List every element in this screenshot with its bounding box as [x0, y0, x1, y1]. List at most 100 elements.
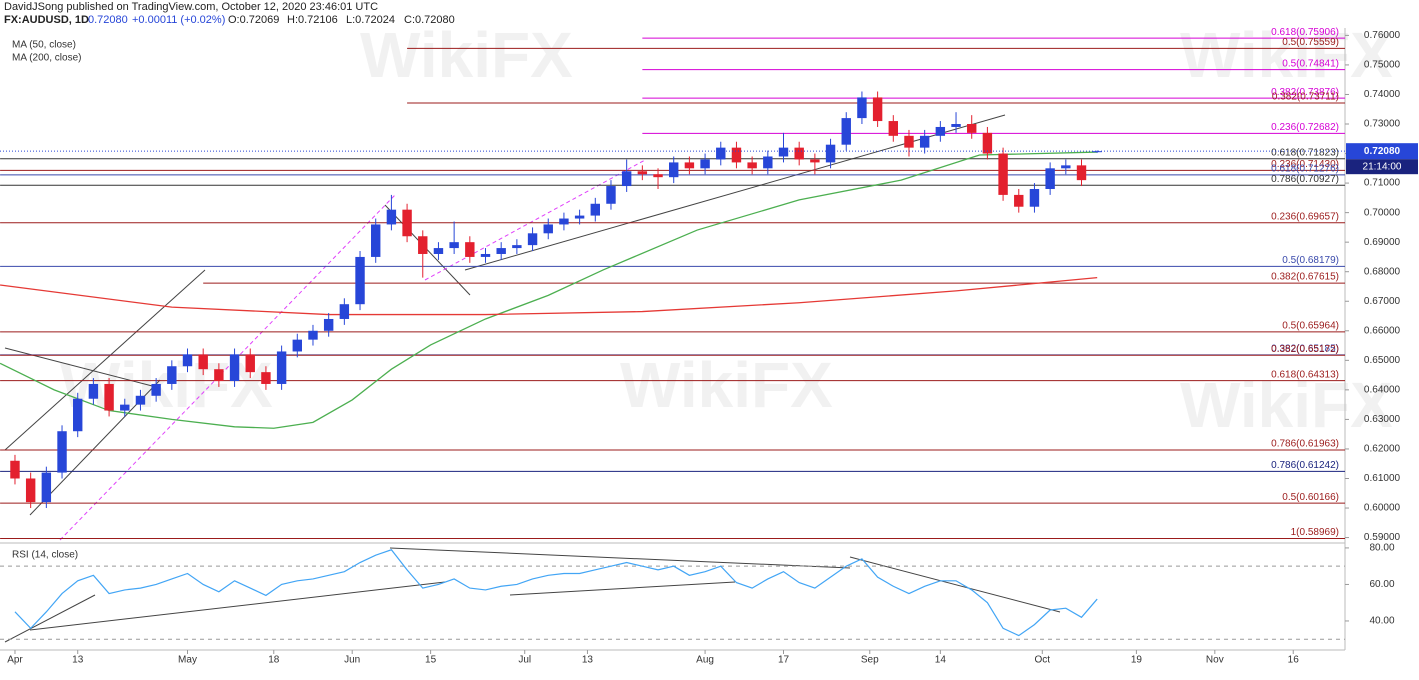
candle-body [778, 147, 789, 157]
candle-body [402, 209, 412, 237]
legend-entry: MA (200, close) [12, 53, 81, 64]
candle-body [104, 383, 114, 411]
candle-body [841, 118, 851, 145]
x-tick-label: 14 [935, 655, 947, 666]
candle-body [386, 209, 397, 225]
candle-body [25, 478, 36, 503]
pitch-lines [59, 159, 646, 541]
candle-body [606, 186, 616, 204]
x-tick-label: 13 [582, 655, 594, 666]
level-label: 0.382(0.73876) [1271, 87, 1339, 98]
y-tick-label: 0.69000 [1364, 237, 1401, 248]
level-label: 0.382(0.65185) [1271, 344, 1339, 355]
candle-body [1014, 194, 1024, 207]
level-label: 0.5(0.74841) [1282, 58, 1339, 69]
price-tag [1346, 143, 1418, 160]
rsi-tick-label: 80.00 [1369, 543, 1394, 554]
rsi-tick-label: 60.00 [1369, 579, 1394, 590]
trend-line [384, 204, 471, 296]
candle-body [590, 203, 600, 216]
x-tick-label: Jun [344, 655, 360, 666]
ma-line [0, 276, 1098, 316]
watermark: WikiFX [360, 19, 573, 91]
x-tick-label: Sep [861, 655, 879, 666]
level-label: 0.236(0.69657) [1271, 211, 1339, 222]
x-tick-label: 18 [268, 655, 280, 666]
y-tick-label: 0.65000 [1364, 355, 1401, 366]
y-tick-label: 0.68000 [1364, 266, 1401, 277]
candle-body [716, 147, 726, 160]
change: +0.00011 (+0.02%) [132, 14, 225, 26]
x-tick-label: 15 [425, 655, 437, 666]
y-tick-label: 0.66000 [1364, 325, 1401, 336]
x-tick-label: Aug [696, 655, 714, 666]
candle-body [700, 159, 710, 169]
candle-body [857, 97, 867, 119]
candle-body [167, 366, 177, 384]
watermark: WikiFX [620, 349, 833, 421]
candle-body [73, 398, 83, 432]
x-tick-label: 19 [1131, 655, 1143, 666]
level-label: 0.236(0.72682) [1271, 122, 1339, 133]
watermark: WikiFX [1180, 19, 1393, 91]
candle-body [621, 171, 632, 187]
candle-body [371, 224, 381, 257]
y-tick-label: 0.71000 [1364, 178, 1401, 189]
ma-line [0, 151, 1098, 429]
level-label: 0.786(0.61963) [1271, 439, 1339, 450]
ohlc: C:0.72080 [404, 14, 455, 26]
candle-body [559, 218, 569, 225]
rsi-tick-label: 40.00 [1369, 616, 1394, 627]
trend-line [464, 114, 1006, 271]
price-tag-label: 0.72080 [1364, 146, 1401, 157]
candle-body [1029, 188, 1040, 207]
countdown-tag [1346, 159, 1418, 175]
y-tick-label: 0.61000 [1364, 473, 1401, 484]
candle-body [888, 121, 898, 136]
level-label: 0.382(0.73711) [1272, 92, 1339, 103]
price: 0.72080 [88, 14, 128, 26]
y-tick-label: 0.63000 [1364, 414, 1401, 425]
candle-body [465, 242, 475, 257]
y-tick-label: 0.76000 [1364, 30, 1401, 41]
candle-body [998, 153, 1008, 195]
candle-body [669, 162, 679, 178]
x-tick-label: 17 [778, 655, 790, 666]
trend-line [4, 269, 206, 451]
candle-body [919, 135, 930, 148]
y-tick-label: 0.59000 [1364, 532, 1401, 543]
y-tick-label: 0.64000 [1364, 385, 1401, 396]
candle-body [731, 147, 742, 163]
level-label: 0.618(0.64313) [1271, 369, 1339, 380]
y-tick-label: 0.74000 [1364, 89, 1401, 100]
candle-body [653, 174, 663, 178]
x-tick-label: Oct [1035, 655, 1051, 666]
level-label: 0.618(0.75906) [1271, 27, 1339, 38]
candle-body [763, 156, 773, 169]
candle-body [41, 472, 52, 503]
candle-body [1045, 168, 1055, 189]
trend-line [4, 594, 96, 643]
candle-body [794, 147, 804, 160]
ohlc: H:0.72106 [287, 14, 338, 26]
candle-body [543, 224, 553, 234]
candle-body [418, 236, 428, 254]
level-label: 0.786(0.61242) [1271, 460, 1339, 471]
candle-body [480, 253, 491, 257]
x-tick-label: Apr [7, 655, 23, 666]
level-label: 0.5(0.60166) [1282, 492, 1339, 503]
candle-body [810, 159, 820, 163]
dashed-line [59, 194, 396, 541]
candle-body [574, 215, 585, 219]
symbol: FX:AUDUSD, 1D [4, 14, 89, 26]
candle-body [904, 135, 914, 148]
y-tick-label: 0.73000 [1364, 119, 1401, 130]
level-label: 0.5(0.68179) [1282, 255, 1339, 266]
candle-body [135, 395, 146, 405]
candle-body [88, 383, 99, 399]
x-tick-label: Nov [1206, 655, 1224, 666]
candle-body [951, 124, 961, 127]
